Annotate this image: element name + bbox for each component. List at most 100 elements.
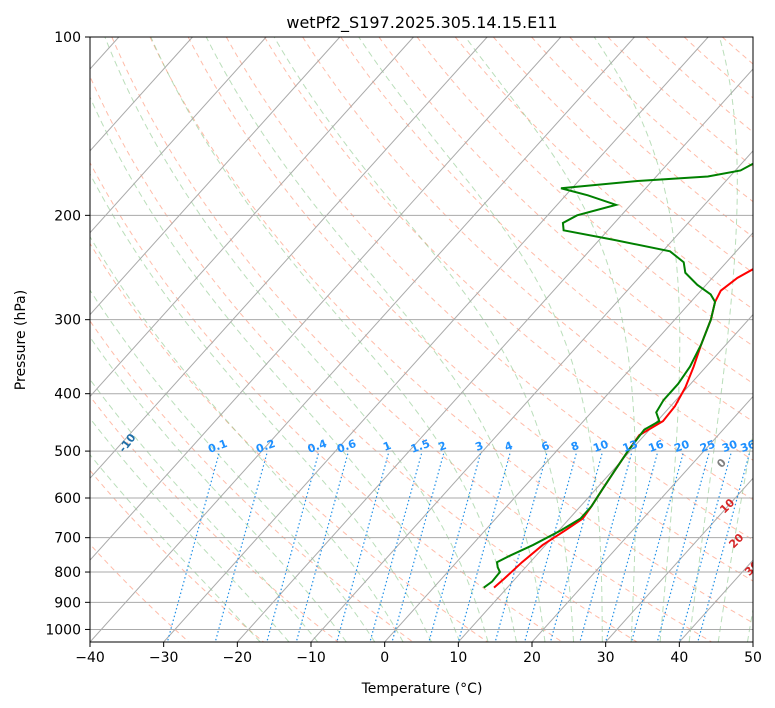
mixing-ratio-line	[369, 453, 423, 642]
mixing-ratio-label: 2	[437, 439, 449, 454]
mixing-ratio-label: 36	[739, 438, 758, 456]
y-axis: 100 200 300 400 500 600 700 800 900 1000	[45, 30, 90, 638]
isotherm	[605, 477, 753, 642]
mixing-ratio-line	[549, 453, 603, 642]
mixing-ratio-line	[678, 453, 732, 642]
isotherm	[90, 37, 635, 642]
y-tick-label: 100	[54, 30, 81, 46]
mixing-ratio-line	[656, 453, 710, 642]
moist-adiabat	[717, 430, 753, 642]
mixing-ratio-label: 13	[621, 438, 640, 455]
dry-adiabat	[90, 242, 488, 642]
y-axis-title: Pressure (hPa)	[13, 290, 29, 390]
isotherm	[310, 150, 753, 642]
dry-adiabat	[90, 161, 563, 642]
dry-adiabat	[531, 37, 753, 238]
mixing-ratio-label: 0.4	[306, 437, 329, 456]
x-tick-label: 20	[523, 650, 541, 666]
mixing-ratio-line	[391, 453, 445, 642]
mixing-ratio-label: 6	[540, 439, 552, 454]
dry-adiabat	[149, 37, 753, 624]
series-dewpoint	[483, 162, 753, 589]
chart-title: wetPf2_S197.2025.305.14.15.E11	[286, 13, 557, 33]
x-tick-label: −10	[296, 650, 326, 666]
x-tick-label: −20	[223, 650, 253, 666]
dry-adiabat	[607, 37, 753, 168]
dry-adiabat	[683, 37, 753, 99]
mixing-ratio-label: 1	[381, 439, 393, 454]
mixing-ratio-label: 25	[698, 438, 717, 455]
isotherm	[90, 37, 267, 234]
plot-area: -100-90-80-70-60-50-40-30-20-10010203040…	[29, 37, 775, 642]
moist-adiabat-label: 20	[726, 531, 746, 551]
isotherm	[531, 395, 753, 642]
x-tick-label: 0	[380, 650, 389, 666]
y-tick-label: 900	[54, 595, 81, 611]
moist-adiabat	[205, 37, 546, 642]
isotherm	[163, 37, 709, 642]
y-tick-label: 500	[54, 444, 81, 460]
y-tick-label: 600	[54, 491, 81, 507]
mixing-ratio-line	[295, 453, 349, 642]
moist-adiabat	[464, 37, 637, 642]
mixing-ratio-line	[494, 453, 548, 642]
mixing-ratio-line	[457, 453, 511, 642]
dry-adiabat	[90, 469, 264, 642]
mixing-ratio-label: 30	[720, 438, 739, 456]
mixing-ratio-line	[266, 453, 319, 642]
moist-adiabat	[150, 37, 517, 642]
x-tick-label: −30	[149, 650, 179, 666]
dry-adiabat-label: -20	[29, 394, 52, 418]
mixing-ratio-line	[605, 453, 658, 642]
moist-adiabat	[90, 378, 319, 642]
dry-adiabat	[111, 37, 712, 642]
isotherm	[236, 68, 753, 642]
dry-adiabat	[416, 37, 753, 347]
x-axis: −40 −30 −20 −10 0 10 20 30 40 50	[75, 642, 762, 666]
y-tick-label: 700	[54, 531, 81, 547]
x-tick-label: −40	[75, 650, 105, 666]
y-tick-label: 300	[54, 313, 81, 329]
moist-adiabat	[746, 606, 753, 642]
mixing-ratio-line	[524, 453, 577, 642]
mixing-ratio-label: 10	[591, 438, 610, 456]
mixing-ratio-label: 0.1	[206, 437, 229, 456]
mixing-ratio-label: 0.6	[335, 437, 358, 456]
x-tick-label: 30	[597, 650, 615, 666]
dry-adiabat	[761, 37, 775, 642]
dry-adiabat	[90, 320, 414, 642]
moist-adiabat	[90, 453, 261, 642]
dry-adiabat	[454, 37, 753, 310]
moist-adiabat	[358, 37, 603, 642]
mixing-ratio-line	[697, 453, 750, 642]
isotherm	[90, 37, 562, 561]
dry-adiabat	[90, 75, 638, 642]
y-tick-label: 400	[54, 387, 81, 403]
dry-adiabat	[187, 37, 753, 582]
moist-adiabat	[104, 37, 489, 642]
mixing-ratio-line	[428, 453, 482, 642]
dry-adiabat	[340, 37, 753, 423]
moist-adiabat-label: 40	[760, 583, 775, 603]
isotherm	[90, 37, 414, 398]
moist-adiabat	[90, 417, 290, 642]
mixing-ratio-label: 3	[473, 439, 485, 454]
isotherm	[384, 231, 753, 642]
moist-adiabat-label: 30	[742, 558, 762, 578]
moist-adiabat	[90, 235, 404, 642]
dry-adiabat	[378, 37, 753, 385]
mixing-ratio-line	[214, 453, 268, 642]
moist-adiabat	[273, 37, 575, 642]
y-tick-label: 200	[54, 208, 81, 224]
isotherm	[90, 37, 193, 152]
moist-adiabat	[90, 336, 347, 642]
moist-adiabat	[593, 37, 681, 642]
mixing-ratio-line	[166, 453, 220, 642]
x-tick-label: 40	[670, 650, 688, 666]
moist-adiabat	[90, 289, 376, 642]
dry-adiabat	[645, 37, 753, 133]
x-axis-title: Temperature (°C)	[361, 681, 483, 697]
mixing-ratio-label: 8	[569, 439, 581, 454]
dry-adiabat	[225, 37, 753, 541]
mixing-ratio-label: 16	[647, 438, 666, 456]
